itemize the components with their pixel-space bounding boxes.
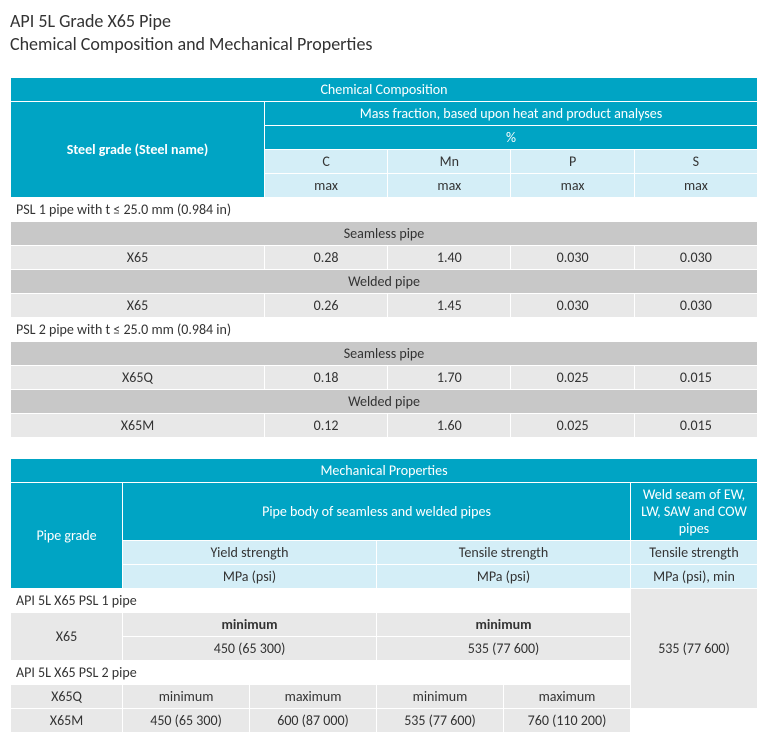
table-row: Welded pipe <box>11 269 758 293</box>
chem-max-c: max <box>264 173 387 197</box>
cell-s: 0.015 <box>634 413 757 437</box>
chem-psl1-label: PSL 1 pipe with t ≤ 25.0 mm (0.984 in) <box>11 197 758 221</box>
chem-header-mass: Mass fraction, based upon heat and produ… <box>264 101 757 125</box>
mech-x65-tensile: 535 (77 600) <box>377 636 631 660</box>
mech-header-main: Mechanical Properties <box>11 458 758 482</box>
table-row: PSL 1 pipe with t ≤ 25.0 mm (0.984 in) <box>11 197 758 221</box>
mech-psl2-ymax-label: maximum <box>250 684 377 708</box>
table-row: Yield strength Tensile strength Tensile … <box>11 540 758 564</box>
mech-psl2-ymin-label: minimum <box>123 684 250 708</box>
mech-yield-label: Yield strength <box>123 540 377 564</box>
table-row: Seamless pipe <box>11 341 758 365</box>
cell-grade: X65M <box>11 413 265 437</box>
table-row: X65 0.26 1.45 0.030 0.030 <box>11 293 758 317</box>
cell-mn: 1.40 <box>388 245 511 269</box>
cell-p: 0.025 <box>511 413 634 437</box>
chem-header-steel: Steel grade (Steel name) <box>11 101 265 197</box>
mech-x65q-grade: X65Q <box>11 684 123 708</box>
chem-welded-2: Welded pipe <box>11 389 758 413</box>
cell-p: 0.025 <box>511 365 634 389</box>
cell-c: 0.26 <box>264 293 387 317</box>
mech-psl2-label: API 5L X65 PSL 2 pipe <box>11 660 631 684</box>
table-row: X65Q 0.18 1.70 0.025 0.015 <box>11 365 758 389</box>
cell-mn: 1.60 <box>388 413 511 437</box>
table-row: Mechanical Properties <box>11 458 758 482</box>
mech-weld-tensile: 535 (77 600) <box>630 588 757 708</box>
table-row: X65 0.28 1.40 0.030 0.030 <box>11 245 758 269</box>
chem-col-c: C <box>264 149 387 173</box>
chem-col-mn: Mn <box>388 149 511 173</box>
mech-psl2-tmin-label: minimum <box>377 684 504 708</box>
mech-x65m-grade: X65M <box>11 708 123 732</box>
cell-s: 0.015 <box>634 365 757 389</box>
cell-c: 0.12 <box>264 413 387 437</box>
cell-p: 0.030 <box>511 293 634 317</box>
mechanical-properties-table: Mechanical Properties Pipe grade Pipe bo… <box>10 458 758 733</box>
chem-header-main: Chemical Composition <box>11 77 758 101</box>
cell-c: 0.28 <box>264 245 387 269</box>
mech-x65-grade: X65 <box>11 612 123 660</box>
chem-col-s: S <box>634 149 757 173</box>
cell-c: 0.18 <box>264 365 387 389</box>
chem-seamless-1: Seamless pipe <box>11 221 758 245</box>
mech-header-pipegrade: Pipe grade <box>11 482 123 588</box>
mech-tensile-weld-label: Tensile strength <box>630 540 757 564</box>
chem-welded-1: Welded pipe <box>11 269 758 293</box>
table-row: Pipe grade Pipe body of seamless and wel… <box>11 482 758 540</box>
cell-s: 0.030 <box>634 245 757 269</box>
cell-s: 0.030 <box>634 293 757 317</box>
cell-mn: 1.70 <box>388 365 511 389</box>
mech-tensile-label: Tensile strength <box>377 540 631 564</box>
chem-max-s: max <box>634 173 757 197</box>
mech-header-body: Pipe body of seamless and welded pipes <box>123 482 631 540</box>
table-row: PSL 2 pipe with t ≤ 25.0 mm (0.984 in) <box>11 317 758 341</box>
chem-header-percent: % <box>264 125 757 149</box>
mech-unit-tensile: MPa (psi) <box>377 564 631 588</box>
mech-x65m-tmax: 760 (110 200) <box>504 708 631 732</box>
table-row: Chemical Composition <box>11 77 758 101</box>
table-row: X65M 0.12 1.60 0.025 0.015 <box>11 413 758 437</box>
chem-psl2-label: PSL 2 pipe with t ≤ 25.0 mm (0.984 in) <box>11 317 758 341</box>
table-row: MPa (psi) MPa (psi) MPa (psi), min <box>11 564 758 588</box>
chem-max-mn: max <box>388 173 511 197</box>
cell-p: 0.030 <box>511 245 634 269</box>
cell-grade: X65 <box>11 245 265 269</box>
mech-x65m-ymax: 600 (87 000) <box>250 708 377 732</box>
table-row: Steel grade (Steel name) Mass fraction, … <box>11 101 758 125</box>
mech-psl1-label: API 5L X65 PSL 1 pipe <box>11 588 631 612</box>
page-title-line2: Chemical Composition and Mechanical Prop… <box>10 33 758 56</box>
mech-min-yield: minimum <box>123 612 377 636</box>
table-row: API 5L X65 PSL 1 pipe 535 (77 600) <box>11 588 758 612</box>
mech-unit-yield: MPa (psi) <box>123 564 377 588</box>
chemical-composition-table: Chemical Composition Steel grade (Steel … <box>10 77 758 438</box>
mech-x65-yield: 450 (65 300) <box>123 636 377 660</box>
table-row: Welded pipe <box>11 389 758 413</box>
chem-max-p: max <box>511 173 634 197</box>
cell-grade: X65Q <box>11 365 265 389</box>
table-row: X65M 450 (65 300) 600 (87 000) 535 (77 6… <box>11 708 758 732</box>
chem-seamless-2: Seamless pipe <box>11 341 758 365</box>
mech-x65m-tmin: 535 (77 600) <box>377 708 504 732</box>
chem-col-p: P <box>511 149 634 173</box>
cell-grade: X65 <box>11 293 265 317</box>
mech-min-tensile: minimum <box>377 612 631 636</box>
cell-mn: 1.45 <box>388 293 511 317</box>
mech-header-weld: Weld seam of EW, LW, SAW and COW pipes <box>630 482 757 540</box>
mech-x65m-ymin: 450 (65 300) <box>123 708 250 732</box>
table-row: Seamless pipe <box>11 221 758 245</box>
mech-unit-weld: MPa (psi), min <box>630 564 757 588</box>
mech-psl2-tmax-label: maximum <box>504 684 631 708</box>
page-title-line1: API 5L Grade X65 Pipe <box>10 10 758 33</box>
